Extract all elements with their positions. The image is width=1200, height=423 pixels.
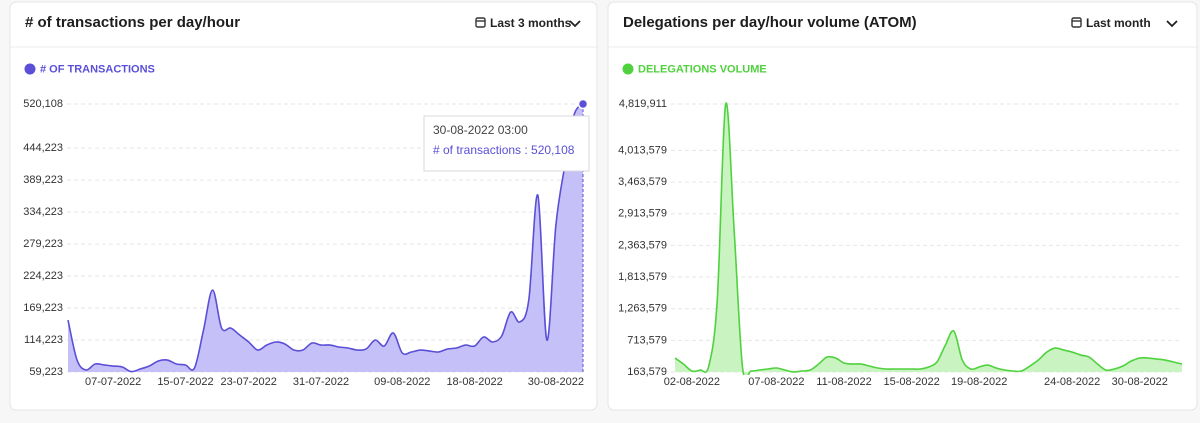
y-tick-label: 4,819,911	[619, 98, 667, 110]
plot	[67, 103, 584, 373]
legend-label: # of transactions	[40, 63, 155, 75]
chevron	[1166, 20, 1178, 28]
x-tick-label: 31-07-2022	[293, 376, 349, 388]
tooltip-text: # of transactions : 520,108	[433, 143, 575, 157]
x-tick-label: 09-08-2022	[374, 376, 430, 388]
x-tick-label: 15-08-2022	[883, 376, 939, 388]
legend-marker	[24, 63, 36, 75]
tooltip: 30-08-2022 03:00 # of transactions : 520,…	[423, 115, 590, 172]
legend-marker	[622, 63, 634, 75]
x-tick-label: 30-08-2022	[1112, 376, 1168, 388]
chart-title: Delegations per day/hour volume (ATOM)	[623, 14, 917, 31]
chart: Delegations per day/hour volume (ATOM) La…	[607, 1, 1198, 411]
y-tick-label: 279,223	[23, 238, 63, 250]
area	[68, 104, 583, 372]
x-tick-label: 23-07-2022	[221, 376, 277, 388]
y-tick-label: 224,223	[23, 270, 63, 282]
line	[674, 102, 1183, 375]
tooltip-box	[423, 115, 590, 172]
y-tick-label: 1,813,579	[618, 271, 667, 283]
filter-label: Last 3 months	[490, 16, 572, 30]
x-tick-label: 18-08-2022	[446, 376, 502, 388]
y-tick-label: 713,579	[627, 334, 667, 346]
legend-label: Delegations volume	[638, 63, 767, 75]
y-tick-label: 1,263,579	[618, 303, 667, 315]
y-tick-label: 389,223	[23, 174, 63, 186]
hover-point	[577, 98, 589, 110]
x-tick-label: 15-07-2022	[157, 376, 213, 388]
line	[67, 103, 584, 373]
y-tick-label: 2,913,579	[618, 208, 667, 220]
y-tick-label: 169,223	[23, 302, 63, 314]
y-tick-label: 4,013,579	[618, 144, 667, 156]
x-tick-label: 19-08-2022	[951, 376, 1007, 388]
x-tick-label: 11-08-2022	[816, 376, 871, 388]
y-tick-label: 520,108	[23, 98, 63, 110]
date-filter[interactable]: Last month	[1071, 16, 1178, 30]
calendar-icon	[475, 17, 486, 28]
date-filter[interactable]: Last 3 months	[475, 16, 581, 30]
y-tick-label: 334,223	[23, 206, 63, 218]
y-tick-label: 163,579	[627, 366, 667, 378]
tooltip-title: 30-08-2022 03:00	[433, 123, 528, 137]
y-tick-label: 3,463,579	[618, 176, 667, 188]
y-tick-label: 59,223	[29, 366, 63, 378]
y-tick-label: 444,223	[23, 142, 63, 154]
filter-label: Last month	[1086, 16, 1151, 30]
y-tick-label: 2,363,579	[618, 239, 667, 251]
x-tick-label: 07-07-2022	[85, 376, 141, 388]
calendar-icon	[1071, 17, 1082, 28]
x-tick-label: 07-08-2022	[748, 376, 804, 388]
chart: # of transactions per day/hour Last 3 mon…	[9, 1, 598, 411]
x-tick-label: 24-08-2022	[1044, 376, 1100, 388]
plot	[674, 102, 1183, 375]
area	[675, 103, 1182, 375]
x-tick-label: 02-08-2022	[664, 376, 720, 388]
y-tick-label: 114,223	[24, 334, 63, 346]
card	[9, 1, 598, 411]
chevron	[569, 20, 581, 28]
chart-title: # of transactions per day/hour	[25, 14, 240, 31]
x-tick-label: 30-08-2022	[528, 376, 584, 388]
